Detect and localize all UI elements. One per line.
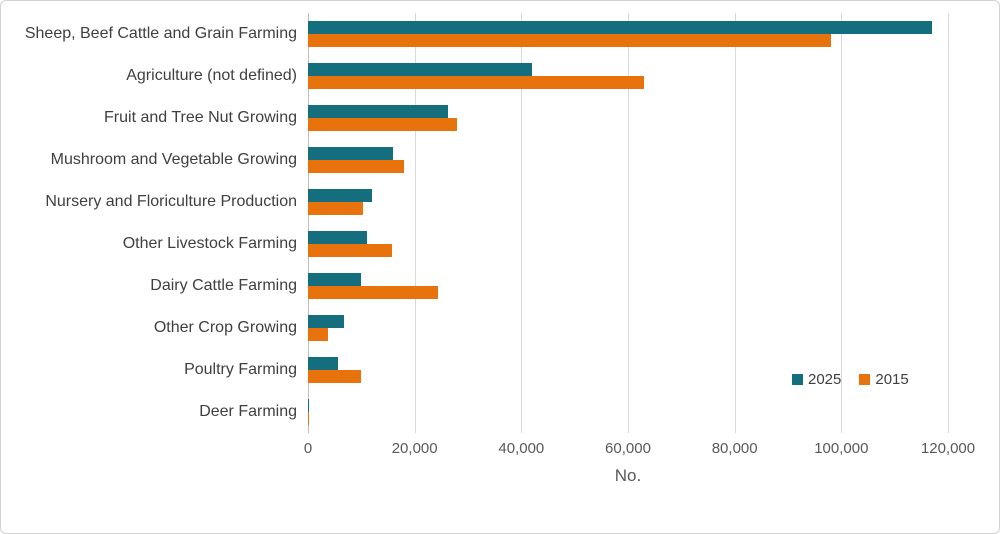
bar-2015: [308, 244, 393, 257]
category-row: [308, 13, 948, 55]
legend-label: 2025: [808, 371, 842, 388]
legend-swatch-icon: [859, 374, 871, 385]
gridline: [414, 13, 416, 433]
bar-2025: [308, 357, 338, 370]
x-axis: 0 20,000 40,000 60,000 80,000 100,000 120,000: [304, 440, 975, 458]
bar-2025: [308, 147, 394, 160]
gridline: [521, 13, 523, 433]
legend-swatch-icon: [792, 374, 803, 385]
bar-2025: [308, 273, 362, 286]
category-row: [308, 181, 948, 223]
bar-2015: [308, 286, 438, 299]
bar-2015: [308, 160, 404, 173]
bar-2025: [308, 105, 449, 118]
chart-body: Sheep, Beef Cattle and Grain Farming Agri…: [1, 1, 999, 433]
bar-2015: [308, 370, 362, 383]
category-label: Poultry Farming: [184, 361, 297, 378]
x-tick-label: 120,000: [920, 440, 976, 457]
gridline: [841, 13, 843, 433]
category-label: Dairy Cattle Farming: [150, 277, 297, 294]
bar-2015: [308, 118, 457, 131]
category-row: [308, 223, 948, 265]
legend-item-2015: 2015: [859, 371, 909, 388]
category-row: [308, 307, 948, 349]
x-tick-label: 20,000: [391, 440, 438, 457]
bar-2015: [308, 34, 831, 47]
bar-2015: [308, 328, 328, 341]
category-label: Mushroom and Vegetable Growing: [50, 151, 297, 168]
x-tick-label: 0: [303, 440, 313, 457]
bar-2025: [308, 315, 344, 328]
axis-zero-line: [308, 13, 309, 433]
bar-rows: [308, 13, 948, 433]
bar-2025: [308, 231, 367, 244]
category-label: Other Livestock Farming: [122, 235, 297, 252]
x-tick-label: 80,000: [711, 440, 758, 457]
x-axis-title: No.: [614, 466, 642, 485]
plot-area: 2025 2015: [308, 13, 949, 433]
gridline: [734, 13, 736, 433]
gridline: [948, 13, 949, 433]
bar-2025: [308, 21, 932, 34]
gridline: [628, 13, 629, 433]
category-row: [308, 391, 948, 433]
legend: 2025 2015: [792, 371, 909, 388]
legend-item-2025: 2025: [792, 371, 841, 388]
category-row: [308, 55, 948, 97]
category-label: Fruit and Tree Nut Growing: [104, 109, 297, 126]
bar-2025: [308, 189, 372, 202]
category-label: Other Crop Growing: [153, 319, 297, 336]
category-row: [308, 265, 948, 307]
bar-2015: [308, 76, 644, 89]
category-row: [308, 349, 948, 391]
legend-label: 2015: [875, 371, 909, 388]
x-tick-label: 40,000: [498, 440, 545, 457]
category-label: Deer Farming: [199, 403, 297, 420]
x-tick-label: 100,000: [814, 440, 869, 457]
bar-2015: [308, 202, 363, 215]
category-row: [308, 97, 948, 139]
category-label: Nursery and Floriculture Production: [45, 193, 297, 210]
category-labels: Sheep, Beef Cattle and Grain Farming Agri…: [1, 13, 308, 433]
x-tick-label: 60,000: [605, 440, 651, 457]
category-row: [308, 139, 948, 181]
category-label: Sheep, Beef Cattle and Grain Farming: [24, 25, 297, 42]
bar-2015: [308, 412, 310, 425]
category-label: Agriculture (not defined): [126, 67, 297, 84]
bar-2025: [308, 63, 532, 76]
